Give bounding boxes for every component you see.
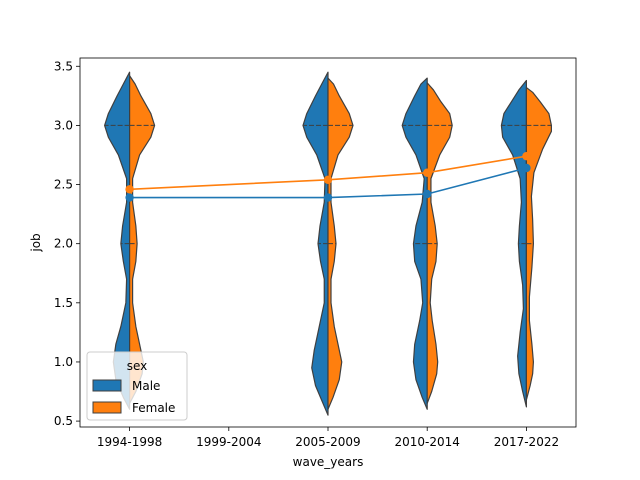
y-tick-label: 3.0 bbox=[54, 118, 73, 132]
legend-swatch-female bbox=[92, 401, 122, 414]
mean-point-female bbox=[125, 185, 134, 194]
violin-half-female bbox=[327, 77, 354, 410]
x-axis: 1994-1998 1999-2004 2005-2009 2010-2014 2017… bbox=[97, 427, 559, 449]
y-axis: 0.5 1.0 1.5 2.0 2.5 3.0 3.5 bbox=[54, 59, 80, 428]
y-tick-label: 0.5 bbox=[54, 414, 73, 428]
mean-point-male bbox=[125, 193, 134, 202]
plot-area bbox=[104, 71, 552, 416]
mean-line-female bbox=[129, 155, 527, 191]
legend: sex Male Female bbox=[86, 351, 188, 421]
legend-label-male: Male bbox=[132, 379, 160, 393]
x-axis-label: wave_years bbox=[293, 455, 364, 469]
mean-point-male bbox=[423, 189, 432, 199]
x-tick-label: 1994-1998 bbox=[97, 435, 162, 449]
y-tick-label: 3.5 bbox=[54, 59, 73, 73]
y-tick-label: 1.0 bbox=[54, 355, 73, 369]
legend-entries: Male Female bbox=[92, 379, 175, 415]
legend-title: sex bbox=[127, 359, 148, 373]
violin-half-male bbox=[302, 71, 329, 416]
violins-layer bbox=[104, 71, 552, 416]
y-tick-label: 2.5 bbox=[54, 178, 73, 192]
violin-half-female bbox=[426, 82, 453, 404]
y-axis-label: job bbox=[29, 233, 43, 252]
violin-half-male bbox=[500, 79, 527, 408]
legend-label-female: Female bbox=[132, 401, 175, 415]
mean-point-male bbox=[522, 163, 531, 173]
mean-point-male bbox=[323, 193, 333, 202]
y-tick-label: 1.5 bbox=[54, 296, 73, 310]
violin-half-male bbox=[401, 77, 428, 410]
x-tick-label: 1999-2004 bbox=[196, 435, 261, 449]
y-tick-label: 2.0 bbox=[54, 237, 73, 251]
mean-point-female bbox=[522, 151, 531, 161]
violin-half-female bbox=[525, 86, 552, 401]
mean-lines-layer bbox=[125, 151, 531, 202]
legend-swatch-male bbox=[92, 379, 122, 392]
x-tick-label: 2010-2014 bbox=[394, 435, 459, 449]
x-tick-label: 2005-2009 bbox=[295, 435, 360, 449]
mean-point-female bbox=[323, 175, 333, 185]
mean-line-male bbox=[129, 167, 527, 199]
x-tick-label: 2017-2022 bbox=[494, 435, 559, 449]
mean-point-female bbox=[423, 168, 432, 177]
